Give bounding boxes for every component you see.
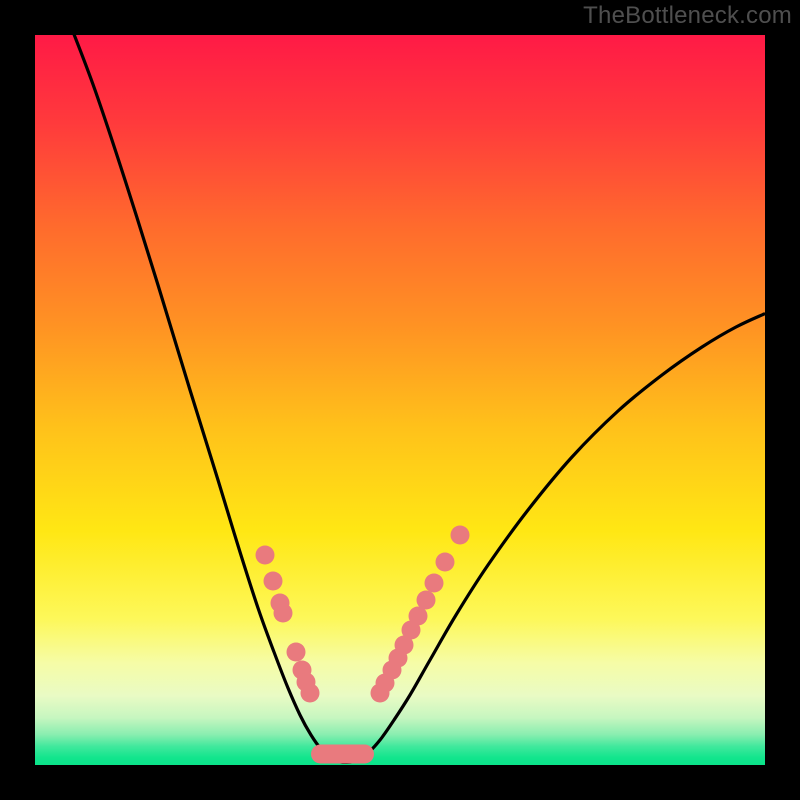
- marker-dot: [256, 546, 275, 565]
- marker-dot: [274, 604, 293, 623]
- bottleneck-chart: [0, 0, 800, 800]
- marker-dot: [436, 553, 455, 572]
- marker-bottom-pill: [311, 745, 374, 764]
- marker-dot: [264, 572, 283, 591]
- marker-dot: [451, 526, 470, 545]
- watermark-text: TheBottleneck.com: [583, 2, 792, 30]
- marker-dot: [417, 591, 436, 610]
- marker-dot: [425, 574, 444, 593]
- marker-dot: [287, 643, 306, 662]
- marker-dot: [301, 684, 320, 703]
